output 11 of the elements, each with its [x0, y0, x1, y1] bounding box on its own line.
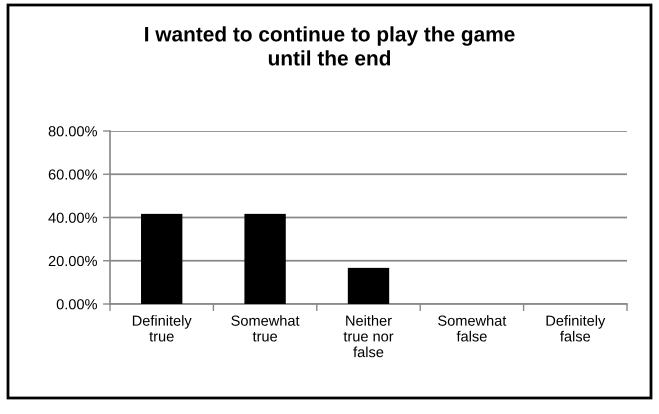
x-tick-label: Somewhat false	[438, 315, 506, 342]
y-tick-label: 60.00%	[48, 169, 97, 180]
x-tick-label: Somewhat true	[231, 315, 300, 342]
y-tick-label: 40.00%	[48, 212, 97, 223]
chart-title: I wanted to continue to play the game until the end	[145, 26, 515, 66]
y-tick-label: 0.00%	[56, 299, 97, 310]
y-tick-label: 20.00%	[48, 256, 97, 266]
x-tick-label: Neither true nor false	[344, 315, 394, 358]
x-tick-label: Definitely true	[132, 315, 192, 342]
y-tick-label: 80.00%	[48, 126, 97, 136]
x-tick-label: Definitely false	[546, 315, 606, 342]
